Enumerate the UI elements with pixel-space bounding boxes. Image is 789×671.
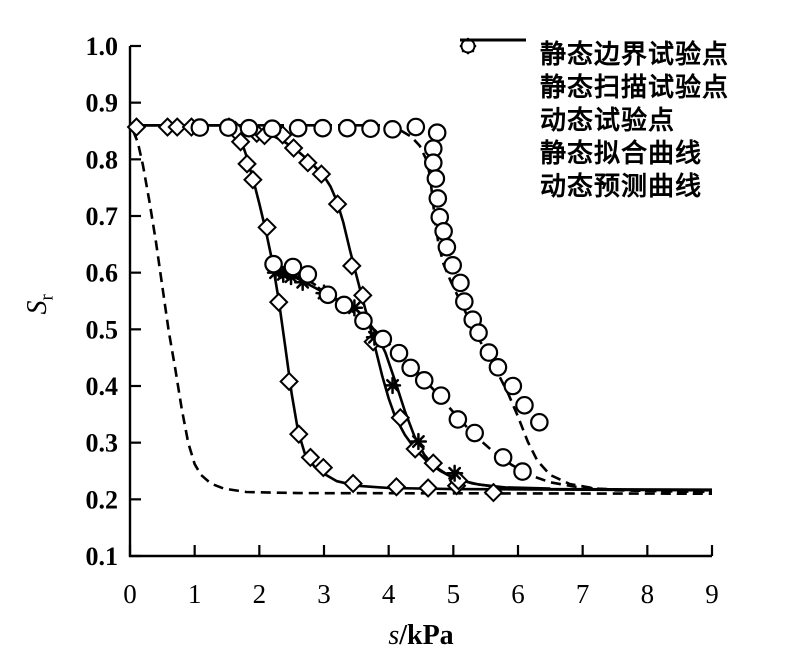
svg-text:0.9: 0.9 [86, 89, 119, 118]
legend: 静态边界试验点 静态扫描试验点 动态试验点 [458, 36, 729, 201]
svg-text:8: 8 [641, 579, 655, 609]
svg-text:0: 0 [123, 579, 137, 609]
svg-text:0.5: 0.5 [86, 315, 119, 344]
x-axis-label-symbol: s [388, 620, 400, 651]
svg-text:1.0: 1.0 [86, 32, 119, 61]
legend-label: 静态边界试验点 [540, 40, 730, 69]
legend-item-static-scan-points: 静态扫描试验点 [458, 37, 730, 102]
svg-text:0.7: 0.7 [86, 202, 119, 231]
y-axis-label-subscript: r [36, 294, 58, 301]
svg-text:1: 1 [188, 579, 202, 609]
svg-text:7: 7 [576, 579, 590, 609]
legend-label: 动态预测曲线 [540, 172, 703, 201]
svg-text:3: 3 [317, 579, 331, 609]
legend-label: 静态扫描试验点 [540, 73, 730, 102]
x-axis-label-unit: /kPa [399, 620, 454, 651]
svg-text:9: 9 [705, 579, 719, 609]
legend-item-dynamic-prediction-curve: 动态预测曲线 [458, 38, 729, 201]
legend-item-dynamic-points: 动态试验点 [458, 38, 729, 135]
legend-label: 动态试验点 [540, 106, 676, 135]
svg-text:2: 2 [253, 579, 267, 609]
svg-text:0.2: 0.2 [86, 485, 119, 514]
y-axis-label-symbol: S [21, 300, 53, 315]
svg-text:0.3: 0.3 [86, 429, 119, 458]
svg-text:0.8: 0.8 [86, 145, 119, 174]
svg-text:0.4: 0.4 [86, 372, 119, 401]
svg-text:0.1: 0.1 [86, 542, 119, 571]
y-axis-label: Sr [22, 294, 59, 314]
svg-text:4: 4 [382, 579, 396, 609]
x-axis-label: s/kPa [130, 620, 712, 652]
legend-item-static-fit-curve: 静态拟合曲线 [458, 38, 729, 168]
legend-item-static-boundary-points: 静态边界试验点 [458, 36, 729, 69]
legend-label: 静态拟合曲线 [540, 139, 703, 168]
svg-text:6: 6 [511, 579, 525, 609]
svg-text:0.6: 0.6 [86, 259, 119, 288]
svg-text:5: 5 [447, 579, 461, 609]
